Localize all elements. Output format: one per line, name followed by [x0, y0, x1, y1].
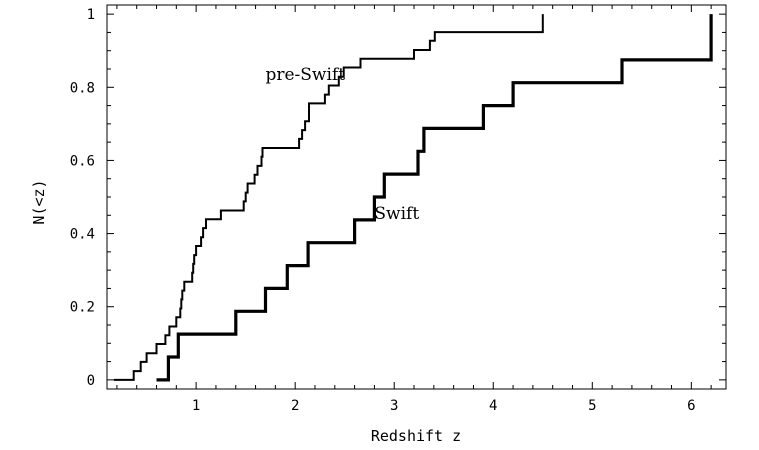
plot-frame	[106, 4, 727, 390]
x-tick-label: 3	[390, 398, 398, 414]
y-tick-label: 0.4	[70, 227, 95, 243]
axis-tick-labels: 1 2 3 4 5 6 0 0.2 0.4 0.6 0.8 1	[70, 7, 696, 414]
x-tick-label: 2	[291, 398, 299, 414]
y-axis-label: N(<z)	[30, 179, 48, 224]
y-tick-label: 0	[87, 373, 95, 389]
swift-step-line	[156, 14, 713, 382]
y-tick-label: 0.6	[70, 153, 95, 169]
x-tick-label: 6	[687, 398, 695, 414]
x-tick-label: 5	[588, 398, 596, 414]
y-tick-label: 0.8	[70, 80, 95, 96]
series-labels: pre-Swift Swift	[265, 65, 419, 224]
axis-ticks	[107, 5, 726, 389]
pre-swift-step-line	[113, 14, 544, 381]
swift-series-label: Swift	[374, 204, 419, 224]
y-tick-label: 1	[87, 7, 95, 23]
pre-swift-series-label: pre-Swift	[265, 65, 345, 85]
x-tick-label: 1	[192, 398, 200, 414]
series-layer	[113, 14, 713, 382]
x-tick-label: 4	[489, 398, 497, 414]
x-axis-label: Redshift z	[371, 427, 461, 445]
y-tick-label: 0.2	[70, 300, 95, 316]
